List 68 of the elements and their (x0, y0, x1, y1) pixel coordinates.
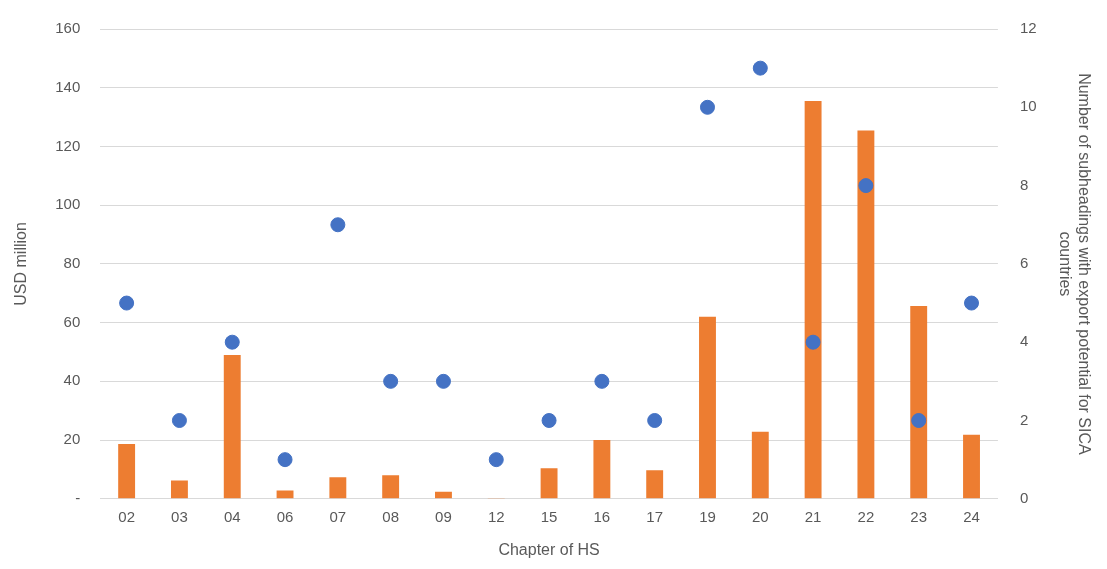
point (171, 413, 187, 428)
x-tick-label: 15 (540, 507, 558, 525)
y2-tick-label: 6 (1019, 254, 1029, 272)
bar (170, 480, 188, 499)
y2-tick-label: 4 (1019, 332, 1029, 350)
y-tick-label: - (75, 488, 81, 506)
bar (963, 434, 980, 499)
x-tick-label: 24 (963, 507, 980, 525)
y-tick-label: 160 (55, 19, 81, 37)
x-tick-label: 22 (857, 507, 875, 525)
x-axis-title: Chapter of HS (498, 540, 600, 558)
point (964, 295, 980, 311)
point (541, 413, 557, 428)
point (435, 373, 451, 389)
point (119, 295, 135, 311)
point (699, 99, 715, 115)
y-tick-label: 140 (55, 77, 81, 95)
point (911, 413, 927, 428)
point (858, 178, 874, 194)
x-tick-label: 08 (382, 507, 399, 525)
bar (382, 475, 400, 499)
y2-tick-label: 12 (1019, 19, 1037, 37)
x-tick-label: 23 (910, 507, 928, 525)
point (647, 413, 663, 428)
point (594, 373, 610, 389)
bar (435, 491, 452, 499)
x-tick-label: 16 (593, 507, 611, 525)
bar (804, 100, 822, 499)
bar (646, 470, 664, 499)
x-tick-label: 07 (329, 507, 347, 525)
y2-tick-label: 10 (1019, 97, 1037, 115)
x-tick-label: 06 (276, 507, 294, 525)
x-tick-label: 02 (118, 507, 135, 525)
y-tick-label: 120 (55, 136, 81, 154)
x-tick-label: 04 (223, 507, 241, 525)
y-tick-label: 60 (63, 312, 81, 330)
bar (699, 316, 716, 499)
y2-tick-label: 0 (1019, 488, 1029, 506)
y2-axis-title: Number of subheadings with export potential for SICA countries (1056, 73, 1093, 455)
point (752, 60, 768, 76)
point (224, 334, 240, 350)
y-tick-label: 100 (55, 195, 81, 213)
x-tick-label: 20 (751, 507, 769, 525)
x-tick-label: 12 (487, 507, 505, 525)
x-tick-label: 17 (646, 507, 664, 525)
x-tick-label: 19 (699, 507, 716, 525)
bar (593, 440, 611, 499)
y2-tick-label: 2 (1019, 410, 1029, 428)
point (383, 373, 399, 389)
x-tick-label: 09 (435, 507, 452, 525)
y-tick-label: 80 (63, 254, 81, 272)
bar (857, 130, 875, 499)
point (330, 217, 346, 233)
bar (540, 468, 558, 499)
y-tick-label: 20 (63, 430, 81, 448)
bar (751, 431, 769, 499)
point (277, 452, 293, 468)
bar (910, 305, 928, 499)
bar (118, 443, 136, 499)
y-axis-title: USD million (12, 222, 30, 306)
y2-tick-label: 8 (1019, 175, 1029, 193)
y-tick-label: 40 (63, 371, 81, 389)
point (488, 452, 504, 468)
x-tick-label: 03 (171, 507, 188, 525)
bar (223, 354, 241, 499)
bar (329, 477, 347, 499)
x-tick-label: 21 (804, 507, 822, 525)
point (805, 334, 821, 350)
